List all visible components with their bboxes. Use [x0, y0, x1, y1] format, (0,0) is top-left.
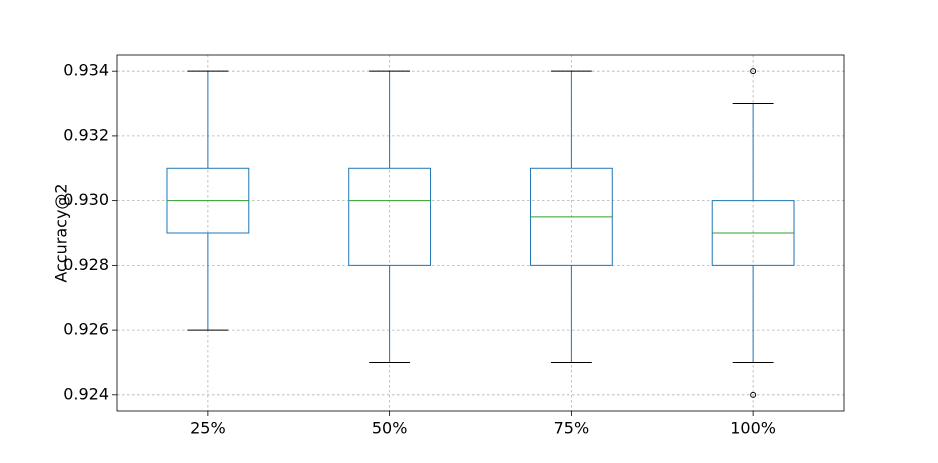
plot-area-frame: [116, 54, 845, 412]
y-tick-label: 0.932: [63, 125, 109, 144]
y-axis-label: Accuracy@2: [52, 183, 71, 282]
box-group: [348, 70, 432, 363]
x-axis-ticks: 25% 50% 75% 100%: [190, 411, 776, 438]
iqr-box: [348, 167, 432, 266]
y-tick-label: 0.930: [63, 190, 109, 209]
x-tick-label: 75%: [554, 419, 590, 438]
x-tick-label: 100%: [730, 419, 776, 438]
y-tick-label: 0.926: [63, 320, 109, 339]
box-group: [166, 70, 250, 331]
y-tick-label: 0.928: [63, 255, 109, 274]
outlier-point: [750, 68, 757, 75]
x-tick-label: 25%: [190, 419, 226, 438]
outlier-point: [750, 391, 757, 398]
box-group: [711, 68, 795, 398]
x-tick-label: 50%: [372, 419, 408, 438]
y-tick-label: 0.924: [63, 384, 109, 403]
box-group: [529, 70, 613, 363]
box-plot-series: [166, 68, 795, 398]
y-tick-label: 0.934: [63, 61, 109, 80]
y-axis-ticks: 0.924 0.926 0.928 0.930 0.932 0.934: [63, 61, 117, 403]
